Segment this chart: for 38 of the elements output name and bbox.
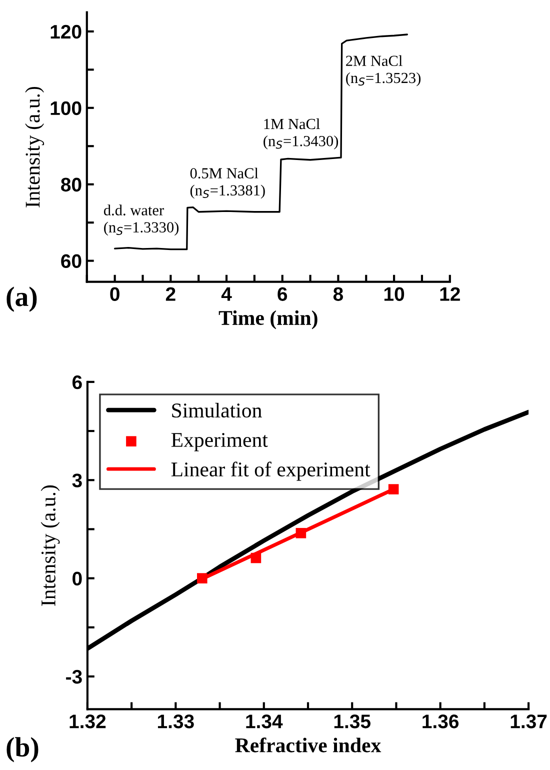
y-tick-label: -3 <box>66 670 82 684</box>
point <box>250 552 262 564</box>
annotation: d.d. water (n$_{S}$=1.3330) <box>104 204 179 236</box>
text: (b) <box>6 737 38 762</box>
y-tick-label: 3 <box>72 474 82 488</box>
annotation: 1M NaCl (n$_{S}$=1.3430) <box>264 118 338 150</box>
x-tick-label: 1.32 <box>70 714 106 728</box>
y-tick-label: 0 <box>72 572 82 586</box>
y-tick-label: 120 <box>50 24 82 39</box>
x-tick-label: 12 <box>440 287 460 301</box>
x-tick-label: 1.35 <box>334 714 370 728</box>
text: (a) <box>6 286 37 312</box>
x-axis-title: Time (min) <box>218 310 318 330</box>
annotation: 0.5M NaCl (n$_{S}$=1.3381) <box>190 168 265 199</box>
x-tick-label: 8 <box>333 287 344 301</box>
y-tick-label: 80 <box>61 178 82 192</box>
y-axis-title: Intensity (a.u.) <box>25 86 44 208</box>
y-axis-title: Intensity (a.u.) <box>40 485 60 606</box>
point <box>388 484 399 494</box>
x-tick-label: 1.33 <box>158 714 194 728</box>
x-tick-label: 2 <box>166 287 176 301</box>
x-tick-label: 0 <box>110 287 120 301</box>
y-tick-label: 60 <box>61 254 82 268</box>
y-tick-label: 6 <box>72 375 82 390</box>
x-tick-label: 6 <box>278 287 288 301</box>
x-axis-title: Refractive index <box>235 738 382 752</box>
x-tick-label: 1.37 <box>510 714 547 728</box>
legend-label: Linear fit of experiment <box>171 462 370 481</box>
legend-label: Experiment <box>171 432 268 452</box>
point <box>196 573 208 584</box>
legend-label: Simulation <box>172 402 262 418</box>
x-tick-label: 10 <box>384 287 404 301</box>
x-tick-label: 1.34 <box>246 714 283 728</box>
annotation: 2M NaCl (n$_{S}$=1.3523) <box>346 55 421 86</box>
point <box>296 528 306 538</box>
y-tick-label: 100 <box>50 101 82 116</box>
x-tick-label: 1.36 <box>422 714 459 728</box>
x-tick-label: 4 <box>221 287 232 301</box>
